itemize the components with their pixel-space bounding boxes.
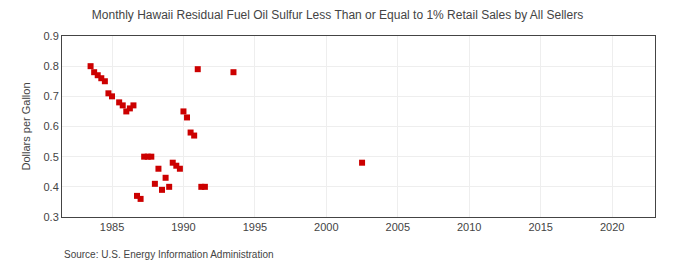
svg-text:Monthly Hawaii Residual Fuel O: Monthly Hawaii Residual Fuel Oil Sulfur … [92,8,583,22]
svg-text:0.9: 0.9 [44,30,59,42]
svg-text:2000: 2000 [314,221,338,233]
svg-text:2005: 2005 [386,221,410,233]
svg-text:2015: 2015 [528,221,552,233]
svg-text:1985: 1985 [100,221,124,233]
svg-text:2020: 2020 [600,221,624,233]
svg-text:Dollars per Gallon: Dollars per Gallon [20,82,32,170]
svg-text:1995: 1995 [243,221,267,233]
svg-text:0.6: 0.6 [44,120,59,132]
svg-text:0.7: 0.7 [44,90,59,102]
svg-text:Source: U.S. Energy Informatio: Source: U.S. Energy Information Administ… [64,249,274,260]
svg-text:0.5: 0.5 [44,151,59,163]
svg-text:0.4: 0.4 [44,181,59,193]
svg-text:0.8: 0.8 [44,60,59,72]
svg-text:1990: 1990 [171,221,195,233]
svg-text:2010: 2010 [457,221,481,233]
svg-text:0.3: 0.3 [44,211,59,223]
